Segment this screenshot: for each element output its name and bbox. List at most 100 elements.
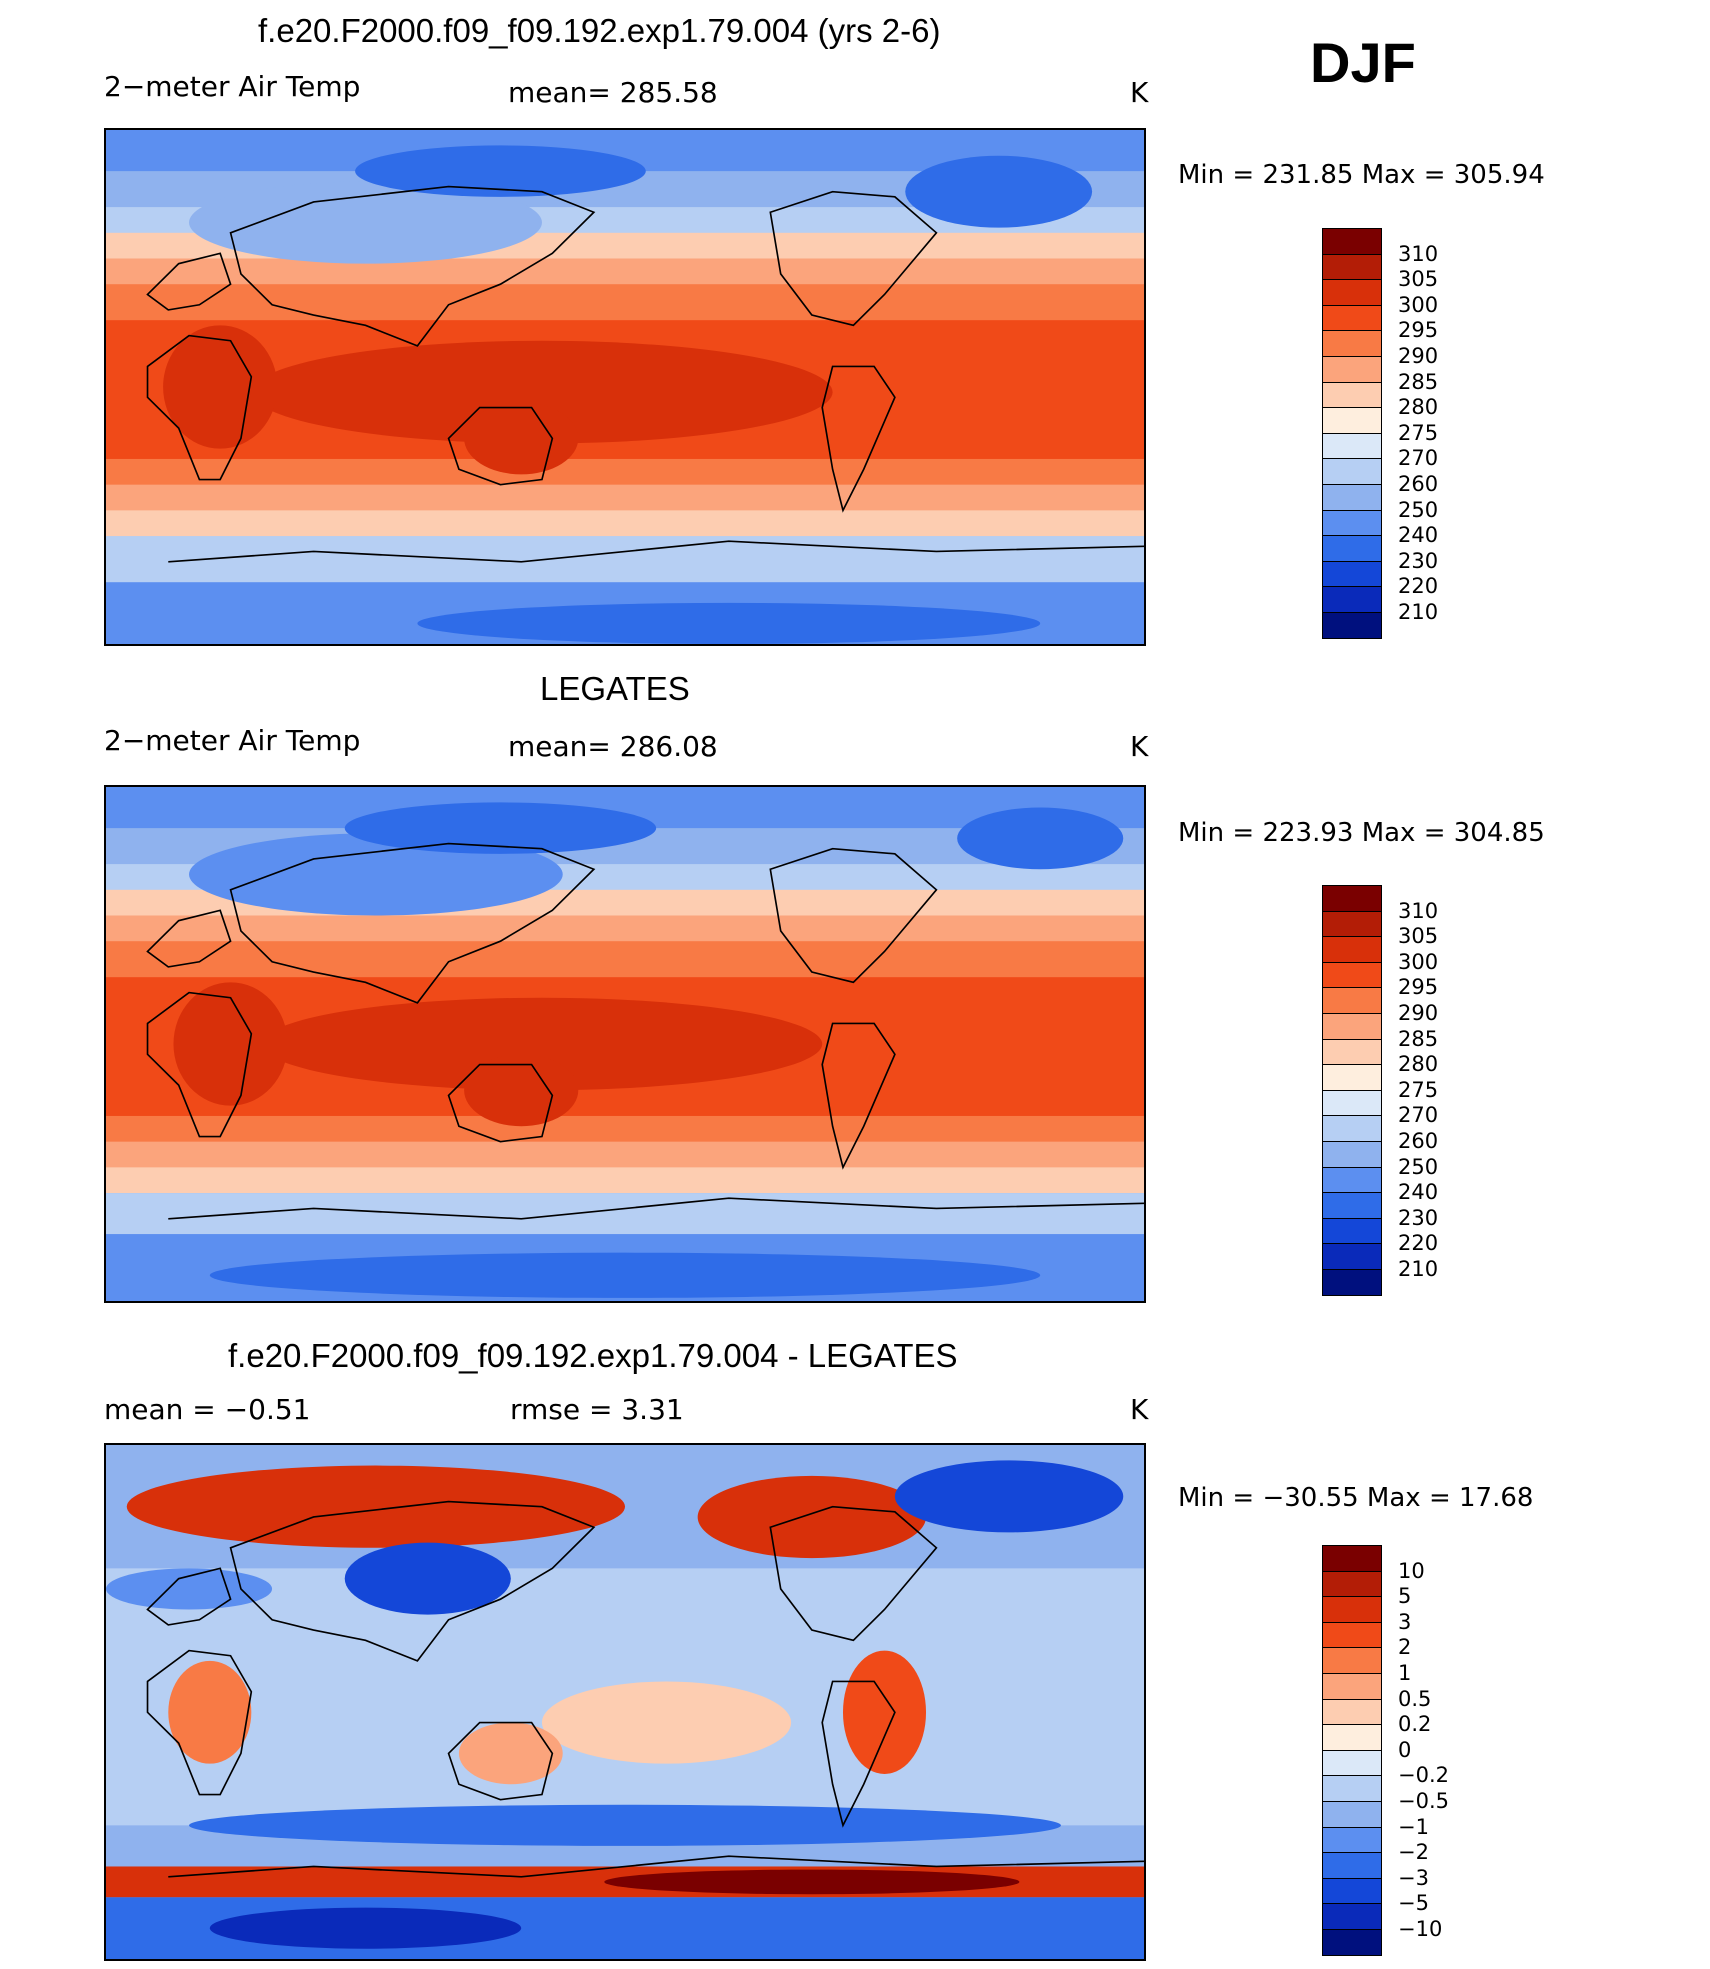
colorbar-swatch (1322, 330, 1382, 357)
panel-2-title: LEGATES (540, 670, 690, 707)
colorbar-label: 3 (1398, 1609, 1412, 1634)
colorbar-swatch (1322, 253, 1382, 281)
colorbar-swatch (1322, 1647, 1382, 1674)
season-label: DJF (1310, 31, 1416, 94)
colorbar-label: −5 (1398, 1891, 1429, 1916)
colorbar-label: 0 (1398, 1737, 1412, 1762)
colorbar-label: −0.2 (1398, 1763, 1449, 1788)
colorbar-swatch (1322, 1089, 1382, 1117)
colorbar-swatch (1322, 1269, 1382, 1296)
colorbar-label: 230 (1398, 548, 1439, 573)
panel-3-colorbar: 10 5 3 2 1 0.5 0.2 0 −0.2 −0.5 −1 −2 −3 −5 −10 (1322, 1545, 1452, 1956)
colorbar-label: −3 (1398, 1865, 1429, 1890)
colorbar-swatch (1322, 885, 1382, 912)
panel-1-map (104, 128, 1146, 646)
colorbar-label: 260 (1398, 1129, 1439, 1153)
colorbar-label: 275 (1398, 1077, 1439, 1102)
panel-3-difference-field (106, 1445, 1144, 1959)
colorbar-label: 230 (1398, 1205, 1439, 1230)
colorbar-swatch (1322, 356, 1382, 383)
colorbar-label: 275 (1398, 420, 1439, 445)
colorbar-label: 210 (1398, 1257, 1439, 1281)
colorbar-swatch (1322, 1064, 1382, 1091)
colorbar-label: 305 (1398, 924, 1439, 949)
colorbar-swatch (1322, 987, 1382, 1014)
panel-2-colorbar: 310 305 300 295 290 285 280 275 270 260 250 240 230 2… (1322, 885, 1442, 1296)
colorbar-swatch (1322, 1749, 1382, 1777)
colorbar-label: 295 (1398, 318, 1439, 343)
colorbar-swatch (1322, 1852, 1382, 1879)
colorbar-label: 270 (1398, 1103, 1439, 1128)
colorbar-label: 280 (1398, 1052, 1439, 1077)
panel-1-minmax: Min = 231.85 Max = 305.94 (1178, 160, 1545, 190)
colorbar-label: 285 (1398, 369, 1439, 394)
panel-3-mean: mean = −0.51 (104, 1393, 311, 1426)
colorbar-label: 220 (1398, 574, 1439, 599)
panel-2-temperature-field (106, 787, 1144, 1301)
colorbar-label: 290 (1398, 344, 1439, 368)
colorbar-label: 270 (1398, 446, 1439, 471)
colorbar-swatch (1322, 381, 1382, 409)
colorbar-swatch (1322, 1877, 1382, 1905)
colorbar-swatch (1322, 1929, 1382, 1956)
panel-1-temperature-field (106, 130, 1144, 644)
colorbar-swatch (1322, 1192, 1382, 1219)
colorbar-label: 280 (1398, 395, 1439, 420)
panel-1-colorbar: 310 305 300 295 290 285 280 275 270 260 250 240 230 2… (1322, 228, 1442, 639)
panel-2-variable: 2−meter Air Temp (104, 724, 361, 757)
colorbar-label: −10 (1398, 1917, 1443, 1941)
colorbar-label: 250 (1398, 1154, 1439, 1179)
colorbar-swatch (1322, 1826, 1382, 1854)
colorbar-swatch (1322, 1903, 1382, 1930)
colorbar-label: 10 (1398, 1558, 1425, 1583)
colorbar-swatch (1322, 1141, 1382, 1168)
panel-2-minmax: Min = 223.93 Max = 304.85 (1178, 818, 1545, 848)
colorbar-label: 260 (1398, 472, 1439, 496)
colorbar-swatch (1322, 1724, 1382, 1751)
panel-2-mean: mean= 286.08 (508, 730, 718, 763)
panel-2-map (104, 785, 1146, 1303)
panel-1-units: K (1130, 76, 1149, 109)
colorbar-swatch (1322, 1570, 1382, 1598)
colorbar-label: 0.5 (1398, 1686, 1432, 1711)
colorbar-swatch (1322, 1596, 1382, 1623)
colorbar-swatch (1322, 910, 1382, 938)
colorbar-label: 220 (1398, 1231, 1439, 1256)
colorbar-label: −0.5 (1398, 1789, 1449, 1813)
colorbar-label: 0.2 (1398, 1712, 1432, 1737)
panel-1-variable: 2−meter Air Temp (104, 70, 361, 103)
colorbar-swatch (1322, 560, 1382, 588)
colorbar-swatch (1322, 407, 1382, 434)
colorbar-label: 1 (1398, 1661, 1412, 1685)
colorbar-label: −1 (1398, 1814, 1429, 1839)
colorbar-label: 285 (1398, 1026, 1439, 1051)
colorbar-swatch (1322, 1217, 1382, 1245)
colorbar-swatch (1322, 484, 1382, 511)
colorbar-swatch (1322, 304, 1382, 332)
panel-1-title: f.e20.F2000.f09_f09.192.exp1.79.004 (yrs… (258, 12, 941, 49)
panel-3-map (104, 1443, 1146, 1961)
colorbar-label: 290 (1398, 1001, 1439, 1025)
colorbar-label: 305 (1398, 267, 1439, 292)
colorbar-label: 310 (1398, 898, 1439, 923)
colorbar-swatch (1322, 961, 1382, 989)
colorbar-swatch (1322, 432, 1382, 460)
colorbar-swatch (1322, 228, 1382, 255)
colorbar-swatch (1322, 1801, 1382, 1828)
panel-3-rmse: rmse = 3.31 (510, 1393, 684, 1426)
colorbar-swatch (1322, 586, 1382, 613)
colorbar-label: 5 (1398, 1584, 1412, 1609)
colorbar-label: −2 (1398, 1840, 1429, 1865)
panel-3-title: f.e20.F2000.f09_f09.192.exp1.79.004 - LE… (228, 1337, 958, 1374)
colorbar-label: 2 (1398, 1635, 1412, 1660)
colorbar-swatch (1322, 1038, 1382, 1066)
colorbar-swatch (1322, 936, 1382, 963)
colorbar-swatch (1322, 458, 1382, 485)
colorbar-swatch (1322, 1775, 1382, 1802)
colorbar-swatch (1322, 1673, 1382, 1700)
colorbar-swatch (1322, 1621, 1382, 1649)
colorbar-label: 240 (1398, 523, 1439, 548)
colorbar-label: 295 (1398, 975, 1439, 1000)
colorbar-swatch (1322, 1013, 1382, 1040)
colorbar-label: 250 (1398, 497, 1439, 522)
